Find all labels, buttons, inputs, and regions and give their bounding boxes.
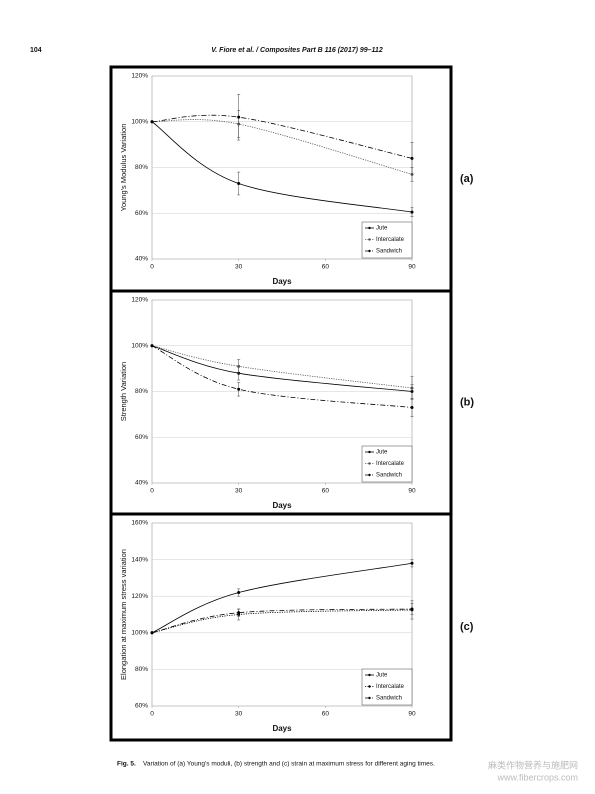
y-tick-label: 100% — [131, 342, 148, 349]
y-tick-label: 60% — [135, 703, 148, 710]
y-axis-title: Young's Modulus Variation — [119, 124, 128, 212]
x-tick-label: 30 — [235, 711, 243, 718]
legend-marker — [368, 238, 371, 241]
data-point — [150, 120, 154, 124]
legend-label: Jute — [376, 450, 388, 456]
panel-frame — [109, 512, 453, 742]
data-point — [410, 406, 414, 410]
legend-label: Jute — [376, 673, 388, 679]
x-tick-label: 90 — [408, 488, 416, 495]
y-tick-label: 120% — [131, 73, 148, 80]
data-point — [410, 561, 414, 565]
x-axis-title: Days — [272, 501, 292, 510]
running-title: V. Fiore et al. / Composites Part B 116 … — [211, 47, 383, 54]
series-line — [151, 609, 413, 634]
data-point — [410, 210, 414, 214]
x-tick-label: 0 — [150, 711, 154, 718]
legend-marker — [368, 685, 371, 688]
legend-label: Sandwich — [376, 473, 402, 479]
panel-label: (c) — [460, 621, 474, 633]
y-tick-label: 80% — [135, 388, 148, 395]
legend-label: Intercalate — [376, 684, 405, 690]
x-axis-title: Days — [272, 724, 292, 733]
y-tick-label: 120% — [131, 593, 148, 600]
x-tick-label: 0 — [150, 488, 154, 495]
data-point — [237, 115, 241, 119]
legend-marker — [368, 450, 371, 454]
data-point — [237, 387, 241, 391]
series-line — [151, 345, 413, 389]
legend-marker — [368, 696, 371, 700]
y-tick-label: 120% — [131, 297, 148, 304]
x-axis-title: Days — [272, 277, 292, 286]
legend-marker — [368, 226, 371, 230]
y-tick-label: 60% — [135, 210, 148, 217]
legend-label: Jute — [376, 226, 388, 232]
caption-text: Variation of (a) Young's moduli, (b) str… — [143, 761, 435, 768]
legend-marker — [368, 249, 371, 253]
y-tick-label: 60% — [135, 434, 148, 441]
series-line — [151, 562, 413, 634]
page-number: 104 — [30, 47, 42, 54]
x-tick-label: 60 — [322, 711, 330, 718]
y-tick-label: 80% — [135, 164, 148, 171]
legend-label: Sandwich — [376, 249, 402, 255]
legend-marker — [368, 673, 371, 677]
y-tick-label: 40% — [135, 480, 148, 487]
data-point — [237, 182, 241, 186]
watermark-title: 麻类作物营养与施肥网 — [488, 759, 578, 770]
series-line — [151, 121, 413, 213]
x-tick-label: 30 — [235, 264, 243, 271]
y-tick-label: 40% — [135, 256, 148, 263]
y-axis-title: Elongation at maximum stress variation — [119, 549, 128, 680]
y-tick-label: 80% — [135, 666, 148, 673]
series-line — [151, 345, 413, 408]
x-tick-label: 0 — [150, 264, 154, 271]
data-point — [410, 156, 414, 160]
legend-label: Sandwich — [376, 696, 402, 702]
legend-label: Intercalate — [376, 237, 405, 243]
data-point — [237, 364, 241, 368]
x-tick-label: 60 — [322, 488, 330, 495]
x-tick-label: 30 — [235, 488, 243, 495]
data-point — [150, 344, 154, 348]
x-tick-label: 90 — [408, 264, 416, 271]
series-line — [151, 114, 413, 159]
panel-label: (b) — [460, 396, 474, 408]
caption-label: Fig. 5. — [117, 761, 136, 768]
data-point — [237, 611, 241, 615]
x-tick-label: 60 — [322, 264, 330, 271]
y-tick-label: 140% — [131, 556, 148, 563]
y-tick-label: 160% — [131, 520, 148, 527]
series-line — [151, 119, 413, 175]
watermark-url: www.fibercrops.com — [496, 772, 578, 782]
legend-marker — [368, 462, 371, 465]
series-line — [151, 345, 413, 392]
data-point — [410, 386, 414, 390]
data-point — [237, 591, 241, 595]
y-tick-label: 100% — [131, 118, 148, 125]
data-point — [150, 631, 154, 635]
legend-label: Intercalate — [376, 461, 405, 467]
panel-label: (a) — [460, 173, 474, 185]
legend-marker — [368, 473, 371, 477]
x-tick-label: 90 — [408, 711, 416, 718]
y-tick-label: 100% — [131, 630, 148, 637]
series-line — [151, 608, 413, 634]
y-axis-title: Strength Variation — [119, 362, 128, 421]
data-point — [410, 607, 414, 611]
